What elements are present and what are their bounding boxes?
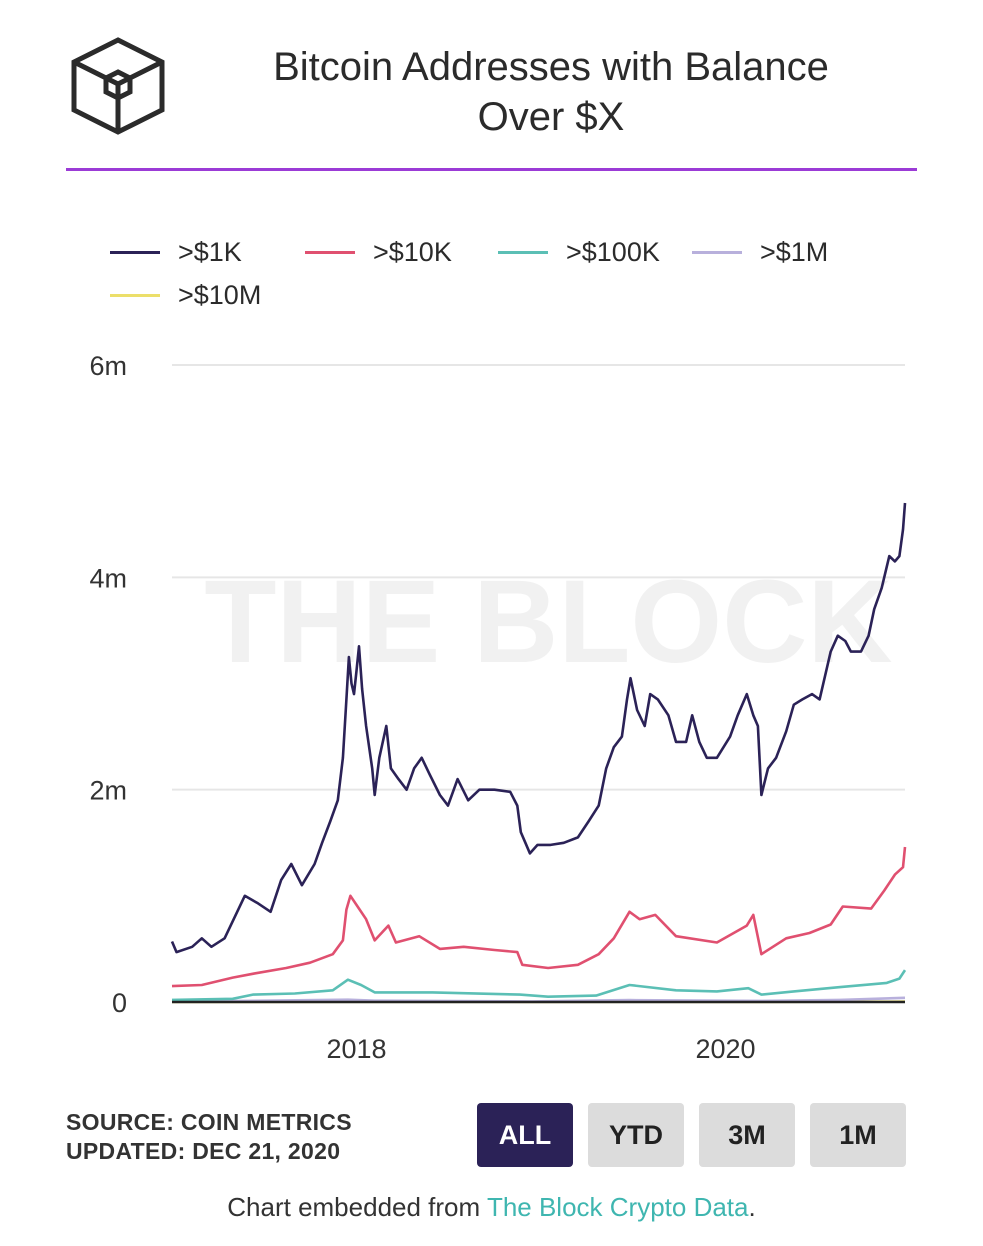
x-tick-label: 2018 [326, 1034, 386, 1064]
legend-item-10m[interactable]: >$10M [110, 275, 261, 315]
range-all-button[interactable]: ALL [477, 1103, 573, 1167]
legend-label-100k: >$100K [566, 236, 660, 267]
series-line-10k [171, 846, 907, 988]
legend-item-1k[interactable]: >$1K [110, 232, 242, 272]
embed-credit: Chart embedded from The Block Crypto Dat… [0, 1192, 983, 1223]
legend-item-100k[interactable]: >$100K [498, 232, 660, 272]
line-chart: 0 2m 4m 6m THE BLOCK 2018 2020 [89, 351, 907, 1064]
updated-text: UPDATED: DEC 21, 2020 [66, 1138, 341, 1164]
chart-title-line-1: Bitcoin Addresses with Balance [273, 45, 829, 89]
y-tick-label: 0 [112, 988, 127, 1018]
chart-header: Bitcoin Addresses with Balance Over $X [66, 28, 916, 170]
legend-label-10m: >$10M [178, 279, 262, 310]
range-3m-button[interactable]: 3M [699, 1103, 795, 1167]
legend-item-10k[interactable]: >$10K [305, 232, 452, 272]
series-line-1k [170, 502, 907, 954]
legend-label-1k: >$1K [178, 236, 242, 267]
legend-swatch-10m [110, 293, 160, 297]
title-divider [66, 168, 917, 171]
series-line-100k [171, 969, 907, 1002]
range-1m-button[interactable]: 1M [810, 1103, 906, 1167]
legend-swatch-10k [305, 250, 355, 254]
chart-title: Bitcoin Addresses with Balance Over $X [186, 42, 916, 142]
y-tick-label: 6m [89, 351, 127, 381]
the-block-cube-logo [71, 37, 165, 135]
source-info: SOURCE: COIN METRICS UPDATED: DEC 21, 20… [66, 1108, 352, 1166]
legend-swatch-1k [110, 250, 160, 254]
legend-item-1m[interactable]: >$1M [692, 232, 828, 272]
embed-prefix: Chart embedded from [227, 1192, 487, 1222]
legend-swatch-1m [692, 250, 742, 254]
x-tick-label: 2020 [696, 1034, 756, 1064]
embed-link[interactable]: The Block Crypto Data [486, 1192, 749, 1222]
chart-title-line-2: Over $X [477, 95, 625, 139]
embed-suffix: . [748, 1192, 756, 1222]
legend-label-10k: >$10K [373, 236, 452, 267]
watermark: THE BLOCK [204, 556, 892, 688]
source-text: SOURCE: COIN METRICS [66, 1109, 352, 1135]
y-tick-label: 4m [89, 563, 127, 593]
y-tick-label: 2m [89, 776, 127, 806]
range-ytd-button[interactable]: YTD [588, 1103, 684, 1167]
legend-swatch-100k [498, 250, 548, 254]
legend-label-1m: >$1M [760, 236, 829, 267]
